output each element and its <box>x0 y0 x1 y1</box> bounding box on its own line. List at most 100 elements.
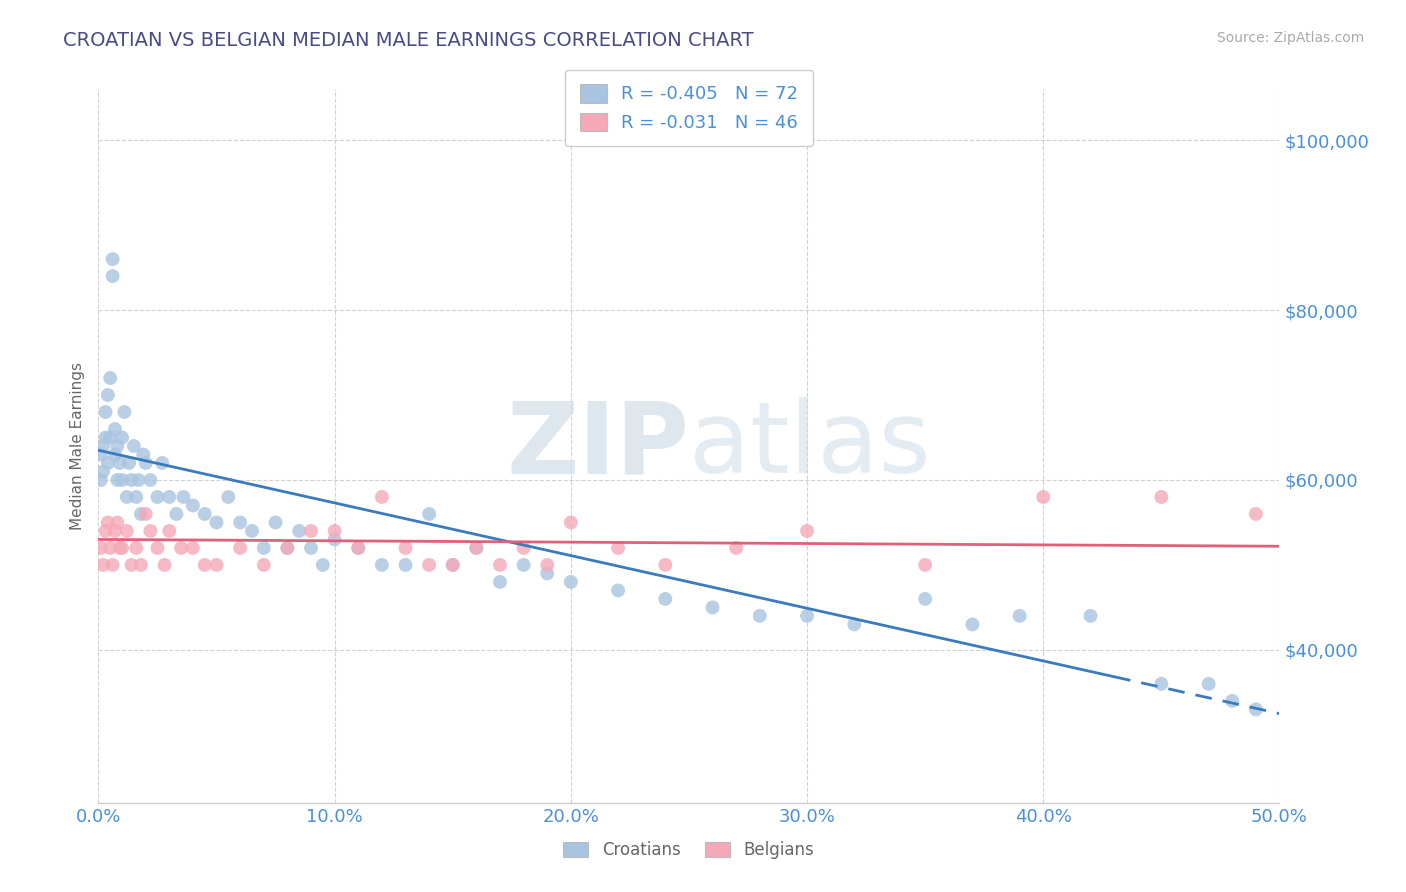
Point <box>914 558 936 572</box>
Point <box>132 448 155 462</box>
Point <box>512 558 534 572</box>
Point <box>94 524 117 538</box>
Point <box>512 541 534 555</box>
Point <box>441 558 464 572</box>
Point <box>371 558 394 572</box>
Point <box>323 533 346 547</box>
Point <box>441 558 464 572</box>
Point <box>536 558 558 572</box>
Point <box>125 490 148 504</box>
Point <box>725 541 748 555</box>
Point <box>104 448 127 462</box>
Point <box>111 473 134 487</box>
Point <box>1198 677 1220 691</box>
Point <box>347 541 370 555</box>
Point <box>172 490 194 504</box>
Point <box>796 524 818 538</box>
Point <box>312 558 335 572</box>
Point <box>560 574 582 589</box>
Point <box>122 439 145 453</box>
Point <box>98 371 121 385</box>
Point <box>394 541 416 555</box>
Point <box>91 465 114 479</box>
Point <box>94 405 117 419</box>
Point <box>1080 608 1102 623</box>
Point <box>418 507 440 521</box>
Point <box>194 558 217 572</box>
Point <box>253 541 276 555</box>
Point <box>748 608 770 623</box>
Point <box>702 600 724 615</box>
Text: atlas: atlas <box>689 398 931 494</box>
Text: Source: ZipAtlas.com: Source: ZipAtlas.com <box>1216 31 1364 45</box>
Point <box>347 541 370 555</box>
Point <box>146 541 169 555</box>
Point <box>962 617 984 632</box>
Point <box>105 516 128 530</box>
Point <box>536 566 558 581</box>
Y-axis label: Median Male Earnings: Median Male Earnings <box>69 362 84 530</box>
Point <box>90 541 112 555</box>
Point <box>98 541 121 555</box>
Point <box>97 516 120 530</box>
Point <box>146 490 169 504</box>
Point <box>394 558 416 572</box>
Point <box>150 456 173 470</box>
Point <box>94 430 117 444</box>
Point <box>229 541 252 555</box>
Point <box>153 558 176 572</box>
Point <box>489 574 512 589</box>
Point <box>796 608 818 623</box>
Point <box>181 499 204 513</box>
Text: ZIP: ZIP <box>506 398 689 494</box>
Point <box>105 439 128 453</box>
Point <box>418 558 440 572</box>
Point <box>654 558 676 572</box>
Point <box>115 490 138 504</box>
Point <box>101 269 124 284</box>
Point <box>1244 702 1267 716</box>
Point <box>299 524 322 538</box>
Point <box>98 430 121 444</box>
Point <box>91 439 114 453</box>
Point <box>560 516 582 530</box>
Point <box>205 516 228 530</box>
Point <box>97 388 120 402</box>
Point <box>139 473 162 487</box>
Point <box>276 541 298 555</box>
Point <box>135 456 157 470</box>
Point <box>1220 694 1243 708</box>
Point <box>194 507 217 521</box>
Point <box>465 541 488 555</box>
Point <box>90 448 112 462</box>
Point <box>111 430 134 444</box>
Point <box>844 617 866 632</box>
Point <box>111 541 134 555</box>
Point <box>170 541 193 555</box>
Point <box>323 524 346 538</box>
Point <box>104 422 127 436</box>
Point <box>90 473 112 487</box>
Point <box>371 490 394 504</box>
Point <box>1244 507 1267 521</box>
Point <box>115 524 138 538</box>
Point <box>125 541 148 555</box>
Point <box>288 524 311 538</box>
Point <box>1150 490 1173 504</box>
Text: CROATIAN VS BELGIAN MEDIAN MALE EARNINGS CORRELATION CHART: CROATIAN VS BELGIAN MEDIAN MALE EARNINGS… <box>63 31 754 50</box>
Legend: Croatians, Belgians: Croatians, Belgians <box>557 835 821 866</box>
Point <box>104 524 127 538</box>
Point <box>118 456 141 470</box>
Point <box>489 558 512 572</box>
Point <box>229 516 252 530</box>
Point <box>205 558 228 572</box>
Point <box>240 524 263 538</box>
Point <box>157 490 180 504</box>
Point <box>139 524 162 538</box>
Point <box>165 507 187 521</box>
Point <box>1150 677 1173 691</box>
Point <box>607 541 630 555</box>
Point <box>217 490 239 504</box>
Point <box>121 473 143 487</box>
Point <box>97 456 120 470</box>
